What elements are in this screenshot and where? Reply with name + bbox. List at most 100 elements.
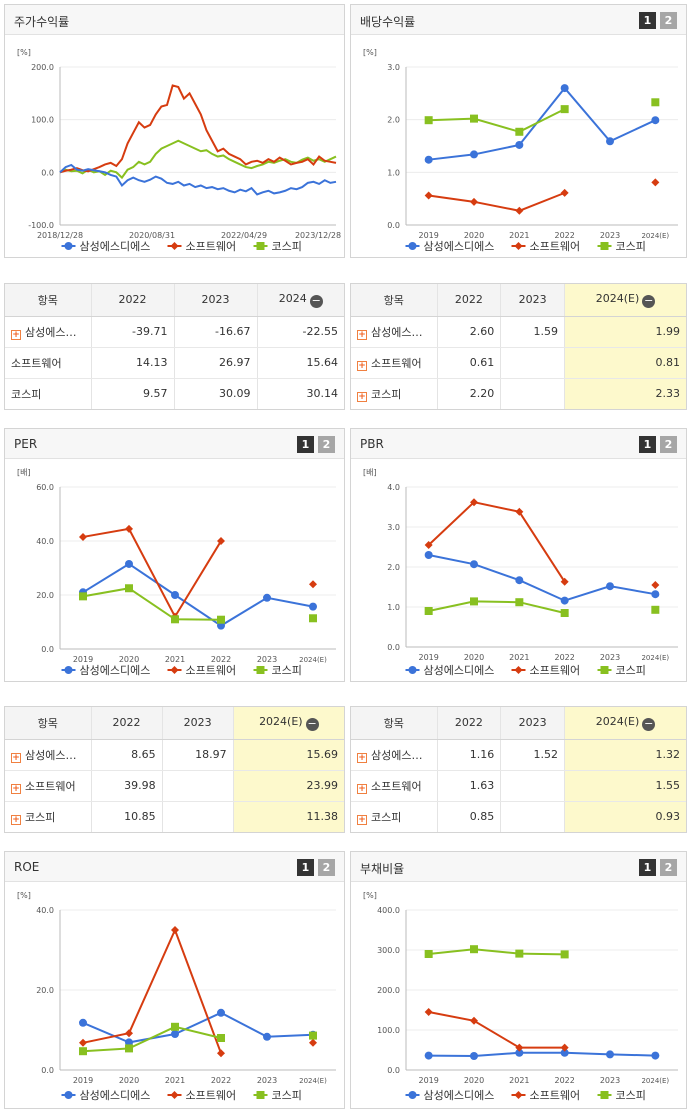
x-tick-label: 2022	[554, 653, 574, 662]
table-row: 소프트웨어 14.13 26.97 15.64	[5, 347, 344, 379]
panel-per: PER 1 2 [배] 60.0 40.0 20.0 0.0 2019 2020 2021 20…	[4, 428, 345, 682]
collapse-icon[interactable]: −	[305, 716, 319, 731]
data-point	[651, 590, 660, 599]
legend-marker	[256, 242, 265, 250]
data-point	[424, 1008, 433, 1016]
cell-v2023: -16.67	[174, 316, 258, 348]
row-name-cell[interactable]: + 소프트웨어	[5, 770, 92, 802]
col-header-2023: 2023	[500, 284, 565, 317]
table-row: + 코스피 10.85 11.38	[5, 801, 344, 832]
cell-v2023	[162, 801, 234, 832]
row-name: 소프트웨어	[25, 779, 76, 793]
expand-plus-icon[interactable]: +	[357, 391, 367, 402]
collapse-icon[interactable]: −	[309, 293, 323, 308]
col-header-2022: 2022	[437, 284, 502, 317]
x-tick-label: 2022/04/29	[221, 231, 267, 240]
row-name-cell[interactable]: + 소프트웨어	[351, 770, 438, 802]
x-tick-label: 2021	[509, 231, 529, 240]
page-2-button[interactable]: 2	[660, 436, 677, 453]
legend-label: 소프트웨어	[186, 664, 237, 677]
cell-v2023: 30.09	[174, 378, 258, 409]
data-point	[125, 559, 133, 568]
data-point	[515, 1043, 524, 1052]
data-point	[515, 206, 524, 215]
cell-v2022: 2.60	[437, 316, 502, 348]
col-header-2024e-label: 2024(E)	[259, 714, 303, 728]
expand-plus-icon[interactable]: +	[11, 329, 21, 340]
legend-marker	[600, 666, 609, 674]
col-header-2024e: 2024(E) −	[233, 707, 344, 740]
table-row: + 삼성에스… 8.65 18.97 15.69	[5, 739, 344, 771]
row-name-cell[interactable]: + 코스피	[351, 801, 438, 832]
roe-chart: [%] 40.0 20.0 0.0 2019 2020 2021 2022 2023 2024(E…	[17, 891, 336, 1102]
page-2-button[interactable]: 2	[318, 436, 335, 453]
x-tick-label: 2023	[600, 653, 620, 662]
y-tick-label: 300.0	[377, 946, 400, 955]
legend-marker	[64, 242, 73, 250]
pbr-chart: [배] 4.0 3.0 2.0 1.0 0.0 2019 2020 2021 2022 2023 20…	[363, 468, 678, 677]
page-2-button[interactable]: 2	[660, 12, 677, 29]
legend-label: 소프트웨어	[530, 1089, 581, 1102]
col-header-2022: 2022	[91, 707, 163, 740]
x-tick-label: 2021	[165, 655, 185, 664]
table-row: + 소프트웨어 1.63 1.55	[351, 770, 686, 802]
row-name-cell[interactable]: + 삼성에스…	[5, 739, 92, 771]
y-tick-label: 200.0	[31, 63, 54, 72]
cell-v2024: 0.81	[564, 347, 686, 379]
data-point	[424, 551, 433, 559]
legend-marker	[408, 666, 417, 674]
unit-label: [배]	[17, 468, 31, 477]
legend-label: 소프트웨어	[530, 664, 581, 677]
data-point	[171, 1030, 179, 1038]
page-2-button[interactable]: 2	[660, 859, 677, 876]
dividend-yield-chart: [%] 3.0 2.0 1.0 0.0 2019 2020 2021 2022 2023 2024(…	[363, 48, 678, 253]
y-tick-label: 200.0	[377, 986, 400, 995]
row-name-cell[interactable]: + 삼성에스…	[5, 316, 92, 348]
panel-header: 부채비율 1 2	[351, 852, 686, 882]
row-name-cell[interactable]: 코스피	[5, 378, 92, 409]
page-1-button[interactable]: 1	[297, 859, 314, 876]
data-point	[217, 615, 225, 624]
legend-label: 코스피	[616, 664, 646, 677]
cell-v2023	[500, 801, 565, 832]
row-name-cell[interactable]: 소프트웨어	[5, 347, 92, 379]
x-tick-label: 2021	[509, 653, 529, 662]
expand-plus-icon[interactable]: +	[357, 329, 367, 340]
expand-plus-icon[interactable]: +	[11, 814, 21, 825]
row-name: 삼성에스…	[371, 748, 423, 762]
data-point	[470, 560, 478, 569]
expand-plus-icon[interactable]: +	[357, 360, 367, 371]
collapse-icon[interactable]: −	[642, 293, 656, 308]
data-point	[217, 1034, 225, 1042]
col-header-2022: 2022	[91, 284, 175, 317]
data-point	[606, 582, 614, 591]
collapse-icon[interactable]: −	[642, 716, 656, 731]
panel-title: 주가수익률	[14, 15, 70, 29]
cell-v2023	[500, 770, 565, 802]
expand-plus-icon[interactable]: +	[11, 752, 21, 763]
row-name-cell[interactable]: + 삼성에스…	[351, 316, 438, 348]
page-2-button[interactable]: 2	[318, 859, 335, 876]
row-name-cell[interactable]: + 코스피	[5, 801, 92, 832]
x-tick-label: 2021	[509, 1076, 529, 1085]
page-1-button[interactable]: 1	[639, 12, 656, 29]
page-1-button[interactable]: 1	[297, 436, 314, 453]
x-tick-label: 2019	[418, 653, 438, 662]
expand-plus-icon[interactable]: +	[357, 814, 367, 825]
data-point	[79, 592, 87, 601]
page-1-button[interactable]: 1	[639, 436, 656, 453]
x-tick-label: 2020	[464, 231, 484, 240]
panel-title: ROE	[14, 860, 40, 874]
series-line	[82, 562, 314, 627]
x-tick-label: 2020	[464, 653, 484, 662]
row-name-cell[interactable]: + 소프트웨어	[351, 347, 438, 379]
row-name-cell[interactable]: + 삼성에스…	[351, 739, 438, 771]
x-tick-label: 2020	[119, 655, 139, 664]
page-1-button[interactable]: 1	[639, 859, 656, 876]
expand-plus-icon[interactable]: +	[357, 783, 367, 794]
col-header-2023: 2023	[162, 707, 234, 740]
row-name-cell[interactable]: + 코스피	[351, 378, 438, 409]
expand-plus-icon[interactable]: +	[11, 783, 21, 794]
y-tick-label: 2.0	[387, 563, 400, 572]
expand-plus-icon[interactable]: +	[357, 752, 367, 763]
